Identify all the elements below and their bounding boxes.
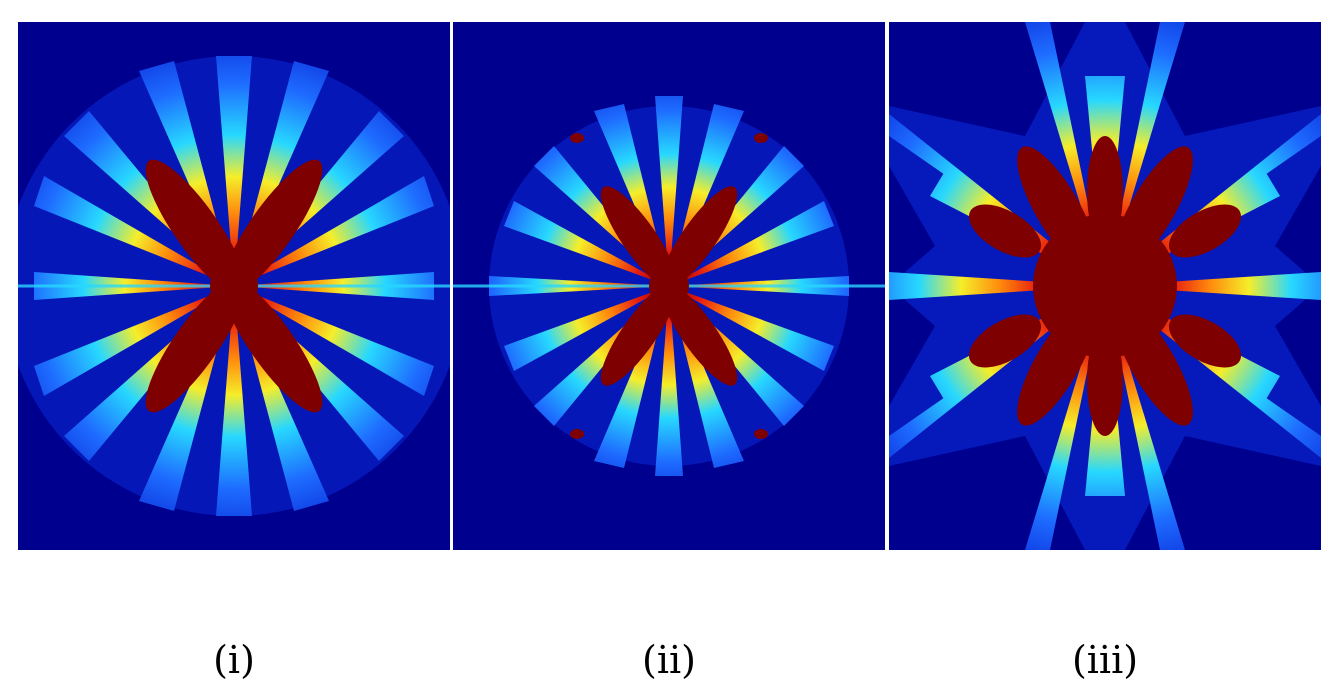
fractal-image-iii bbox=[889, 22, 1321, 550]
fractal-image-i bbox=[18, 56, 450, 516]
fractal-image-ii bbox=[453, 96, 885, 476]
core-petals bbox=[570, 133, 768, 439]
spikes bbox=[34, 56, 434, 516]
core-petals bbox=[145, 159, 323, 413]
fractal-panel-i bbox=[18, 22, 450, 550]
caption-i: (i) bbox=[213, 638, 255, 682]
fractal-panel-ii bbox=[453, 22, 885, 550]
caption-iii: (iii) bbox=[1071, 638, 1139, 682]
fractal-panel-iii bbox=[889, 22, 1321, 550]
caption-ii: (ii) bbox=[642, 638, 696, 682]
core-petals bbox=[968, 136, 1242, 436]
